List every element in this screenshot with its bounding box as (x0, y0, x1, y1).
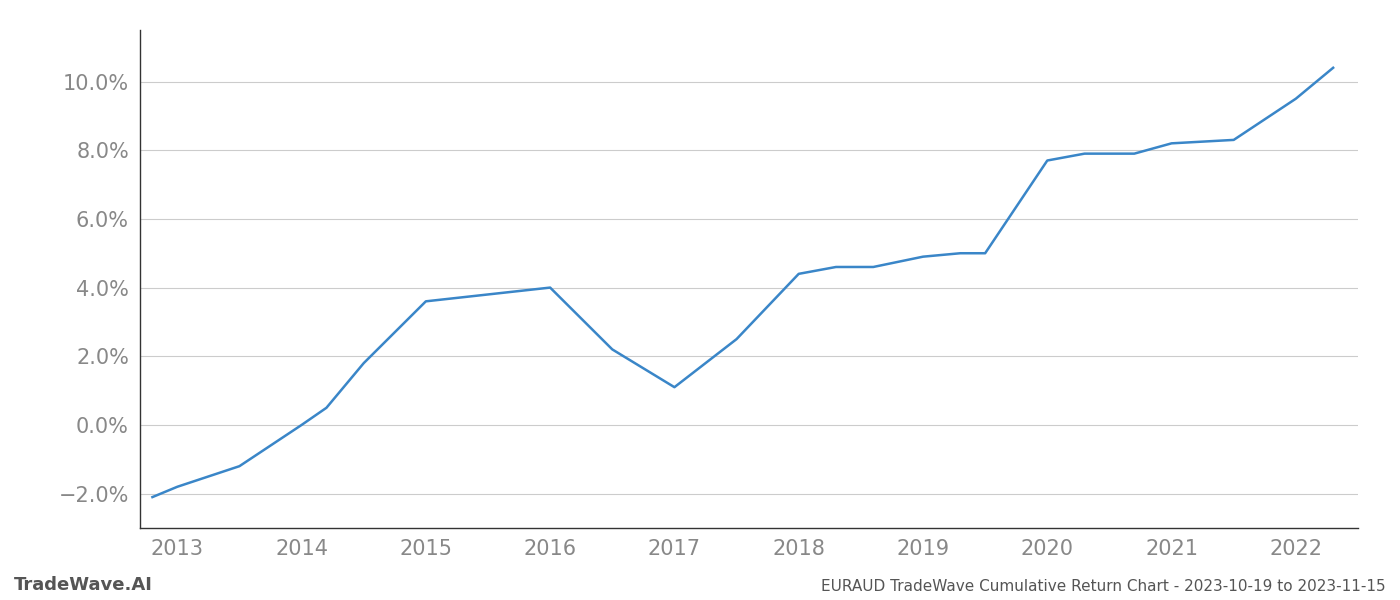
Text: TradeWave.AI: TradeWave.AI (14, 576, 153, 594)
Text: EURAUD TradeWave Cumulative Return Chart - 2023-10-19 to 2023-11-15: EURAUD TradeWave Cumulative Return Chart… (822, 579, 1386, 594)
